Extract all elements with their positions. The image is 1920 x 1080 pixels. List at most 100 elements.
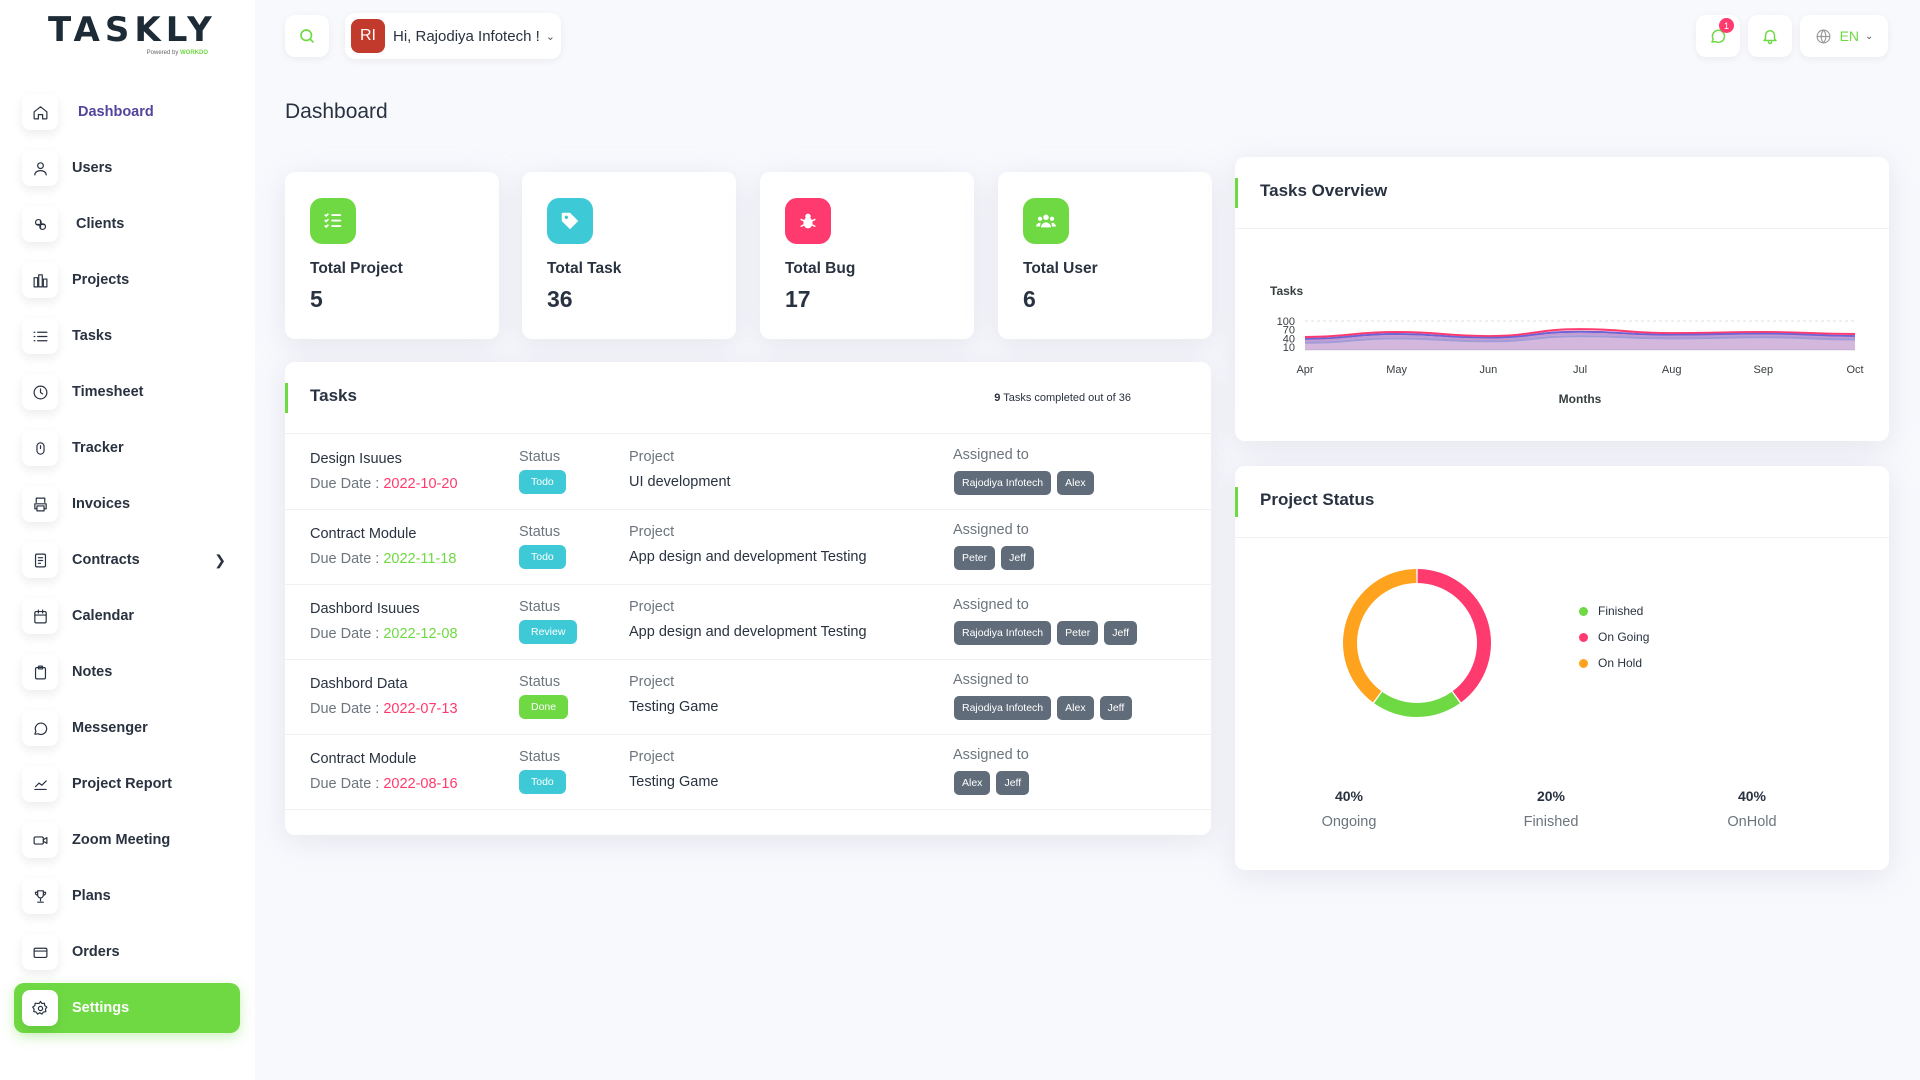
language-label: EN [1839, 28, 1860, 44]
assigned-users: Rajodiya Infotech Alex Jeff [953, 695, 1134, 721]
assignee-chip[interactable]: Peter [1056, 620, 1100, 646]
task-due-date: Due Date : 2022-07-13 [310, 701, 458, 717]
sidebar-item-invoices[interactable]: Invoices [14, 476, 240, 532]
user-icon [22, 150, 58, 186]
language-selector[interactable]: EN ⌄ [1800, 15, 1888, 57]
legend-item-on-hold[interactable]: On Hold [1579, 650, 1649, 676]
assigned-label: Assigned to [953, 597, 1029, 613]
assignee-chip[interactable]: Jeff [1103, 620, 1138, 646]
sidebar-item-label: Project Report [72, 776, 172, 792]
table-row[interactable]: Dashbord Data Due Date : 2022-07-13 Status… [285, 660, 1211, 735]
chevron-down-icon: ⌄ [1865, 30, 1874, 42]
sidebar-item-label: Orders [72, 944, 120, 960]
status-stat-onhold: 40% OnHold [1727, 788, 1777, 830]
sidebar-item-timesheet[interactable]: Timesheet [14, 364, 240, 420]
messages-button[interactable]: 1 [1696, 15, 1740, 57]
assignee-chip[interactable]: Alex [1056, 470, 1095, 496]
bug-icon [785, 198, 831, 244]
stat-card-total-bug: Total Bug 17 [760, 172, 974, 339]
sidebar-item-tracker[interactable]: Tracker [14, 420, 240, 476]
table-row[interactable]: Contract Module Due Date : 2022-11-18 Stat… [285, 510, 1211, 585]
search-button[interactable] [285, 15, 329, 57]
sidebar-nav: Dashboard Users Clients Projects Tasks T… [14, 84, 240, 1033]
user-greeting: Hi, Rajodiya Infotech ! [393, 27, 540, 45]
notifications-button[interactable] [1748, 15, 1792, 57]
task-project: App design and development Testing [629, 549, 867, 565]
sidebar-item-label: Plans [72, 888, 111, 904]
sidebar-item-contracts[interactable]: Contracts ❯ [14, 532, 240, 588]
assignee-chip[interactable]: Jeff [1000, 545, 1035, 571]
tasks-overview-card: Tasks Overview Tasks 10 40 70 100 Apr May Jun Ju… [1235, 157, 1889, 441]
sidebar-item-projects[interactable]: Projects [14, 252, 240, 308]
status-stat-ongoing: 40% Ongoing [1321, 788, 1377, 830]
stat-label: Total Project [310, 260, 403, 277]
sidebar-item-orders[interactable]: Orders [14, 924, 240, 980]
assigned-label: Assigned to [953, 672, 1029, 688]
project-status-donut [1343, 569, 1491, 717]
x-axis-title: Months [1559, 392, 1602, 406]
y-tick-label: 70 [1283, 325, 1295, 337]
series-line [1304, 330, 1856, 340]
task-name[interactable]: Design Isuues [310, 451, 402, 467]
users-icon [1023, 198, 1069, 244]
project-label: Project [629, 599, 675, 615]
table-row[interactable]: Contract Module Due Date : 2022-08-16 Stat… [285, 735, 1211, 810]
assignee-chip[interactable]: Rajodiya Infotech [953, 470, 1053, 496]
sidebar-item-label: Tasks [72, 328, 113, 344]
assigned-label: Assigned to [953, 447, 1029, 463]
sidebar-item-dashboard[interactable]: Dashboard [14, 84, 240, 140]
sidebar-item-clients[interactable]: Clients [14, 196, 240, 252]
status-badge: Todo [519, 770, 566, 794]
user-menu-button[interactable]: RI Hi, Rajodiya Infotech ! ⌄ [345, 13, 561, 59]
assigned-label: Assigned to [953, 747, 1029, 763]
chevron-right-icon: ❯ [214, 552, 226, 568]
donut-slice-on-hold[interactable] [1343, 569, 1417, 703]
stat-label: Total Task [547, 260, 622, 277]
assignee-chip[interactable]: Rajodiya Infotech [953, 695, 1053, 721]
sidebar-item-messenger[interactable]: Messenger [14, 700, 240, 756]
video-icon [22, 822, 58, 858]
bell-icon [1763, 30, 1777, 45]
legend-item-on-going[interactable]: On Going [1579, 624, 1649, 650]
y-tick-label: 40 [1283, 333, 1295, 345]
assignee-chip[interactable]: Jeff [995, 770, 1031, 796]
x-tick-label: May [1386, 364, 1407, 376]
stat-label: Total Bug [785, 260, 856, 277]
donut-slice-finished[interactable] [1374, 691, 1460, 717]
table-row[interactable]: Design Isuues Due Date : 2022-10-20 Status… [285, 435, 1211, 510]
sidebar-item-settings[interactable]: Settings [14, 983, 240, 1033]
sidebar-item-tasks[interactable]: Tasks [14, 308, 240, 364]
logo[interactable]: TASKLY Powered by WORKDO [48, 12, 212, 58]
task-project: UI development [629, 474, 731, 490]
stat-label: Total User [1023, 260, 1098, 277]
assignee-chip[interactable]: Jeff [1098, 695, 1134, 721]
sidebar-item-project-report[interactable]: Project Report [14, 756, 240, 812]
assignee-chip[interactable]: Alex [1056, 695, 1095, 721]
list-icon [22, 318, 58, 354]
sidebar-item-plans[interactable]: Plans [14, 868, 240, 924]
clipboard-icon [22, 654, 58, 690]
sidebar-item-notes[interactable]: Notes [14, 644, 240, 700]
task-name[interactable]: Dashbord Data [310, 676, 408, 692]
task-name[interactable]: Dashbord Isuues [310, 601, 420, 617]
tag-icon [547, 198, 593, 244]
sidebar-item-calendar[interactable]: Calendar [14, 588, 240, 644]
sidebar-item-users[interactable]: Users [14, 140, 240, 196]
sidebar-item-label: Clients [76, 216, 125, 232]
assignee-chip[interactable]: Peter [953, 545, 997, 571]
donut-slice-on-going[interactable] [1417, 569, 1491, 703]
legend-item-finished[interactable]: Finished [1579, 598, 1649, 624]
task-name[interactable]: Contract Module [310, 751, 417, 767]
y-tick-label: 10 [1283, 342, 1295, 354]
status-label: Status [519, 599, 561, 615]
task-due-date: Due Date : 2022-12-08 [310, 626, 458, 642]
task-name[interactable]: Contract Module [310, 526, 417, 542]
assignee-chip[interactable]: Rajodiya Infotech [953, 620, 1053, 646]
assigned-users: Alex Jeff [953, 770, 1031, 796]
sidebar-item-zoom-meeting[interactable]: Zoom Meeting [14, 812, 240, 868]
page-title: Dashboard [285, 100, 388, 123]
assignee-chip[interactable]: Alex [953, 770, 992, 796]
status-stat-finished: 20% Finished [1523, 788, 1579, 830]
table-row[interactable]: Dashbord Isuues Due Date : 2022-12-08 Stat… [285, 585, 1211, 660]
sidebar-item-label: Calendar [72, 608, 135, 624]
